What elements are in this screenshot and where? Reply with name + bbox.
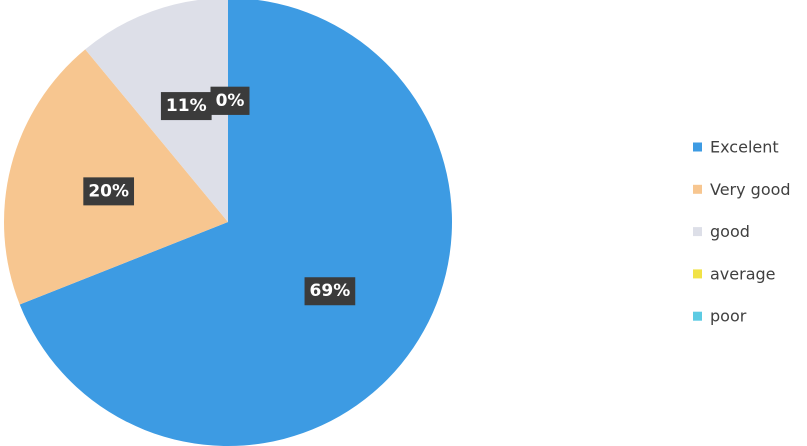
legend-label: poor — [710, 307, 747, 326]
legend-swatch — [693, 142, 702, 152]
data-label-box — [210, 86, 250, 115]
data-label-box — [83, 177, 135, 206]
legend-swatch — [693, 269, 702, 279]
data-label: 69% — [304, 277, 356, 306]
data-label-text: 69% — [310, 281, 351, 301]
legend-label: good — [710, 222, 750, 241]
data-label-box — [160, 92, 212, 121]
data-label-text: 0% — [216, 91, 245, 111]
pie-slice — [85, 0, 228, 222]
pie-slice — [19, 0, 452, 446]
legend-swatch — [693, 227, 702, 237]
legend-swatch — [693, 311, 702, 321]
data-label: 20% — [83, 177, 135, 206]
legend-label: Very good — [710, 180, 791, 199]
pie-slice — [3, 49, 228, 305]
data-label: 11% — [160, 92, 212, 121]
data-label: 0% — [210, 86, 250, 115]
legend-swatch — [693, 184, 702, 194]
legend-label: Excelent — [710, 138, 779, 157]
legend-label: average — [710, 264, 776, 283]
data-label-text: 11% — [166, 96, 207, 116]
data-label-text: 20% — [88, 181, 129, 201]
data-label-box — [304, 277, 356, 306]
